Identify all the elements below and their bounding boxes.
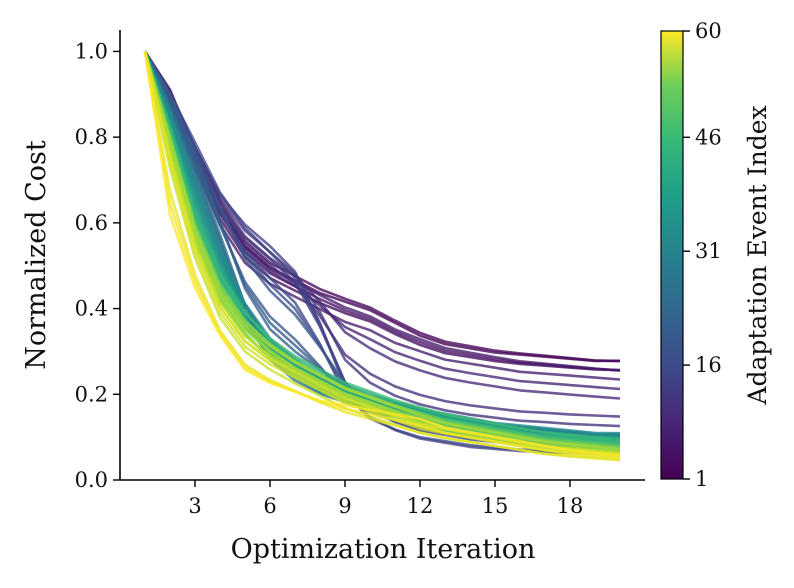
- colorbar-tick-label: 46: [695, 125, 722, 149]
- x-axis-label: Optimization Iteration: [231, 534, 536, 565]
- series-line-59: [143, 51, 621, 460]
- colorbar-tick-label: 1: [695, 467, 708, 491]
- x-tick-label: 3: [188, 494, 201, 518]
- y-tick-label: 0.6: [75, 211, 108, 235]
- series-line-10: [143, 50, 621, 428]
- colorbar-tick-label: 16: [695, 353, 722, 377]
- series-line-30: [143, 50, 621, 435]
- colorbar-label: Adaptation Event Index: [743, 105, 772, 405]
- colorbar-gradient: [660, 30, 684, 480]
- x-tick-label: 18: [557, 494, 584, 518]
- x-tick-label: 15: [482, 494, 509, 518]
- series-line-2: [143, 50, 621, 363]
- y-tick-label: 0.2: [75, 382, 108, 406]
- x-tick-label: 9: [338, 494, 351, 518]
- colorbar-ticks: 1 16 31 46 60: [683, 19, 722, 491]
- x-tick-label: 6: [263, 494, 276, 518]
- series-line-58: [143, 51, 621, 462]
- x-ticks: 3 6 9 12 15 18: [188, 480, 583, 518]
- colorbar-tick-label: 31: [695, 239, 722, 263]
- colorbar-tick-label: 60: [695, 19, 722, 43]
- y-tick-label: 0.0: [75, 468, 108, 492]
- y-axis-label: Normalized Cost: [21, 140, 52, 370]
- series-line-7: [143, 50, 621, 391]
- colorbar: 1 16 31 46 60 Adaptation Event Index: [660, 19, 772, 491]
- series-line-41: [143, 50, 621, 442]
- y-ticks: 0.0 0.2 0.4 0.6 0.8 1.0: [75, 39, 120, 492]
- x-tick-label: 12: [407, 494, 434, 518]
- series-lines: [143, 50, 621, 462]
- series-line-8: [143, 50, 621, 400]
- series-line-60: [143, 51, 621, 457]
- y-tick-label: 1.0: [75, 39, 108, 63]
- y-tick-label: 0.8: [75, 125, 108, 149]
- y-tick-label: 0.4: [75, 297, 108, 321]
- axes: [119, 30, 645, 481]
- series-line-52: [143, 51, 621, 451]
